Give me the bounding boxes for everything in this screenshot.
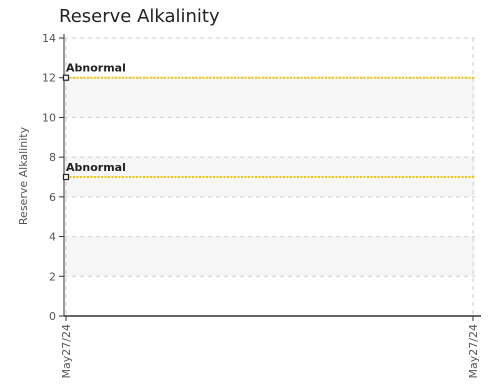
y-tick-label: 10 — [42, 111, 56, 124]
y-tick-label: 14 — [42, 32, 56, 45]
y-tick-label: 2 — [49, 270, 56, 283]
x-tick-label: May27/24 — [467, 324, 480, 378]
y-tick-label: 8 — [49, 151, 56, 164]
y-tick-label: 0 — [49, 310, 56, 323]
data-label: Abnormal — [66, 62, 126, 75]
background-band — [64, 77, 475, 118]
data-label: Abnormal — [66, 161, 126, 174]
data-point-marker — [62, 74, 70, 81]
x-tick-label: May27/24 — [60, 324, 73, 378]
background-band — [64, 236, 475, 277]
chart-title: Reserve Alkalinity — [59, 6, 220, 27]
y-tick-label: 12 — [42, 72, 56, 85]
y-axis-title: Reserve Alkalinity — [17, 126, 30, 225]
y-tick-label: 6 — [49, 191, 56, 204]
y-tick-label: 4 — [49, 231, 56, 244]
data-point-marker — [62, 173, 70, 181]
